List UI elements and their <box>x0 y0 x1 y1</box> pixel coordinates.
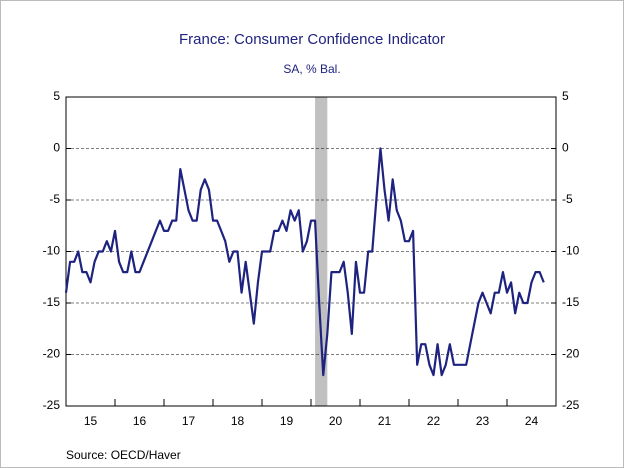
y-tick-label: 0 <box>53 141 60 155</box>
source: Source: OECD/Haver <box>66 448 181 462</box>
x-tick-label: 23 <box>476 414 490 428</box>
x-tick-label: 20 <box>329 414 343 428</box>
y2-tick-label: -15 <box>562 295 580 309</box>
chart-title: France: Consumer Confidence Indicator <box>179 31 445 48</box>
x-tick-label: 16 <box>133 414 147 428</box>
y-tick-label: -25 <box>43 398 61 412</box>
x-tick-label: 24 <box>525 414 539 428</box>
series-line <box>64 147 545 377</box>
y2-tick-label: -5 <box>562 192 573 206</box>
plot-border <box>65 96 557 407</box>
x-tick-label: 17 <box>182 414 196 428</box>
y-tick-label: -20 <box>43 347 61 361</box>
x-tick-label: 15 <box>84 414 98 428</box>
y-tick-label: -10 <box>43 244 61 258</box>
y2-tick-label: 0 <box>562 141 569 155</box>
y2-tick-label: 5 <box>562 89 569 103</box>
x-tick-label: 18 <box>231 414 245 428</box>
y2-tick-label: -10 <box>562 244 580 258</box>
x-tick-label: 22 <box>427 414 441 428</box>
x-tick-label: 21 <box>378 414 392 428</box>
x-tick-label: 19 <box>280 414 294 428</box>
y2-tick-label: -20 <box>562 347 580 361</box>
chart-subtitle: SA, % Bal. <box>283 62 340 76</box>
y-tick-label: -15 <box>43 295 61 309</box>
y2-tick-label: -25 <box>562 398 580 412</box>
y-tick-label: 5 <box>53 89 60 103</box>
y-tick-label: -5 <box>49 192 60 206</box>
